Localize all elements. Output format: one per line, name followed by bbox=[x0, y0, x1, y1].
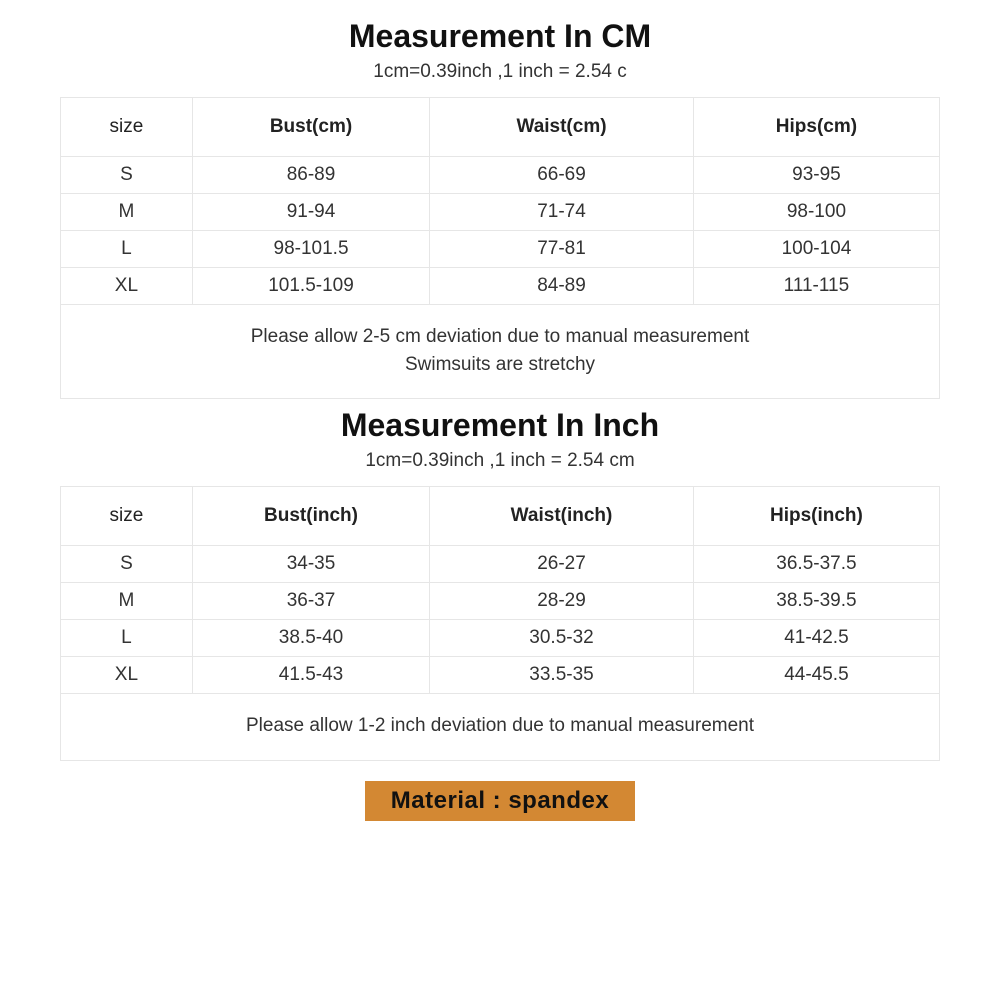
cell: 66-69 bbox=[430, 157, 694, 194]
table-row: L 98-101.5 77-81 100-104 bbox=[61, 231, 940, 268]
cell: 36-37 bbox=[192, 583, 429, 620]
cell: 101.5-109 bbox=[192, 268, 429, 305]
cell: 41.5-43 bbox=[192, 657, 429, 694]
cell: M bbox=[61, 583, 193, 620]
table-row: S 34-35 26-27 36.5-37.5 bbox=[61, 546, 940, 583]
cell: L bbox=[61, 620, 193, 657]
cell: 100-104 bbox=[693, 231, 939, 268]
cell: 33.5-35 bbox=[430, 657, 694, 694]
col-hips: Hips(cm) bbox=[693, 98, 939, 157]
cell: 111-115 bbox=[693, 268, 939, 305]
cell: XL bbox=[61, 657, 193, 694]
col-size: size bbox=[61, 98, 193, 157]
cell: 38.5-39.5 bbox=[693, 583, 939, 620]
material-label: Material : spandex bbox=[365, 781, 635, 821]
cell: 34-35 bbox=[192, 546, 429, 583]
cm-footer-note: Please allow 2-5 cm deviation due to man… bbox=[61, 305, 940, 399]
cell: 98-100 bbox=[693, 194, 939, 231]
cell: S bbox=[61, 546, 193, 583]
cell: 28-29 bbox=[430, 583, 694, 620]
cm-title: Measurement In CM bbox=[60, 18, 940, 55]
col-waist: Waist(cm) bbox=[430, 98, 694, 157]
cell: XL bbox=[61, 268, 193, 305]
cell: 38.5-40 bbox=[192, 620, 429, 657]
cell: 30.5-32 bbox=[430, 620, 694, 657]
table-row: L 38.5-40 30.5-32 41-42.5 bbox=[61, 620, 940, 657]
cell: 93-95 bbox=[693, 157, 939, 194]
table-row: S 86-89 66-69 93-95 bbox=[61, 157, 940, 194]
inch-footer-note: Please allow 1-2 inch deviation due to m… bbox=[61, 694, 940, 761]
cell: L bbox=[61, 231, 193, 268]
cell: 41-42.5 bbox=[693, 620, 939, 657]
cm-table: size Bust(cm) Waist(cm) Hips(cm) S 86-89… bbox=[60, 97, 940, 399]
col-size: size bbox=[61, 487, 193, 546]
col-waist: Waist(inch) bbox=[430, 487, 694, 546]
inch-title: Measurement In Inch bbox=[60, 407, 940, 444]
inch-footer-line1: Please allow 1-2 inch deviation due to m… bbox=[246, 715, 754, 736]
cell: 36.5-37.5 bbox=[693, 546, 939, 583]
cell: 84-89 bbox=[430, 268, 694, 305]
cell: M bbox=[61, 194, 193, 231]
col-hips: Hips(inch) bbox=[693, 487, 939, 546]
material-strip: Material : spandex bbox=[60, 781, 940, 821]
cell: 71-74 bbox=[430, 194, 694, 231]
inch-subtitle: 1cm=0.39inch ,1 inch = 2.54 cm bbox=[60, 450, 940, 472]
cell: 91-94 bbox=[192, 194, 429, 231]
col-bust: Bust(inch) bbox=[192, 487, 429, 546]
cell: 26-27 bbox=[430, 546, 694, 583]
table-row: XL 101.5-109 84-89 111-115 bbox=[61, 268, 940, 305]
table-footer-row: Please allow 1-2 inch deviation due to m… bbox=[61, 694, 940, 761]
table-row: M 91-94 71-74 98-100 bbox=[61, 194, 940, 231]
cell: 86-89 bbox=[192, 157, 429, 194]
cell: 98-101.5 bbox=[192, 231, 429, 268]
inch-table: size Bust(inch) Waist(inch) Hips(inch) S… bbox=[60, 486, 940, 761]
cell: 44-45.5 bbox=[693, 657, 939, 694]
table-header-row: size Bust(inch) Waist(inch) Hips(inch) bbox=[61, 487, 940, 546]
table-header-row: size Bust(cm) Waist(cm) Hips(cm) bbox=[61, 98, 940, 157]
cm-footer-line2: Swimsuits are stretchy bbox=[405, 354, 595, 375]
cm-footer-line1: Please allow 2-5 cm deviation due to man… bbox=[251, 326, 750, 347]
cm-subtitle: 1cm=0.39inch ,1 inch = 2.54 c bbox=[60, 61, 940, 83]
table-row: XL 41.5-43 33.5-35 44-45.5 bbox=[61, 657, 940, 694]
col-bust: Bust(cm) bbox=[192, 98, 429, 157]
cell: 77-81 bbox=[430, 231, 694, 268]
table-footer-row: Please allow 2-5 cm deviation due to man… bbox=[61, 305, 940, 399]
cell: S bbox=[61, 157, 193, 194]
table-row: M 36-37 28-29 38.5-39.5 bbox=[61, 583, 940, 620]
